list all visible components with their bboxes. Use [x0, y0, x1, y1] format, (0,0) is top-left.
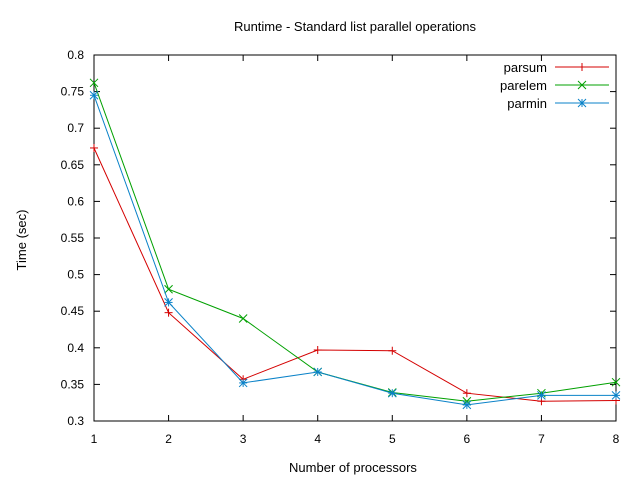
data-point-parmin [313, 367, 323, 377]
data-point-parmin [462, 400, 472, 410]
legend-marker-parsum [578, 63, 586, 71]
y-tick-label: 0.45 [61, 304, 85, 318]
legend-label-parmin: parmin [507, 96, 547, 111]
legend: parsum parelem parmin [500, 60, 609, 111]
y-tick-label: 0.8 [67, 48, 84, 62]
x-tick-label: 8 [613, 432, 620, 446]
data-point-parmin [89, 90, 99, 100]
y-tick-label: 0.3 [67, 414, 84, 428]
data-point-parsum [313, 345, 322, 354]
x-tick-label: 2 [165, 432, 172, 446]
legend-marker-parmin [577, 98, 587, 108]
data-point-parelem [238, 314, 248, 323]
x-tick-label: 3 [240, 432, 247, 446]
y-axis-label: Time (sec) [14, 210, 29, 271]
series-line-parsum [93, 147, 617, 402]
data-point-parmin [164, 298, 173, 307]
x-tick-label: 6 [464, 432, 471, 446]
x-tick-label: 5 [389, 432, 396, 446]
x-axis-label: Number of processors [289, 460, 417, 475]
y-tick-label: 0.75 [61, 85, 85, 99]
series-line-parmin [93, 95, 616, 406]
y-tick-label: 0.65 [61, 158, 85, 172]
legend-label-parelem: parelem [500, 78, 547, 93]
data-point-parmin [238, 378, 248, 388]
x-tick-label: 1 [91, 432, 98, 446]
y-tick-label: 0.4 [67, 341, 84, 355]
y-tick-label: 0.5 [67, 268, 84, 282]
chart-title: Runtime - Standard list parallel operati… [234, 19, 477, 34]
x-tick-label: 4 [314, 432, 321, 446]
y-tick-label: 0.55 [61, 231, 85, 245]
plot-area: 1 2 3 4 5 6 7 8 0.3 0.35 0.4 0.45 0.5 0.55 0.6 0.65 0.7 0… [61, 48, 621, 446]
data-point-parsum [462, 389, 471, 398]
data-point-parmin [387, 388, 397, 398]
data-point-parsum [90, 143, 98, 152]
data-point-parmin [611, 391, 621, 400]
data-point-parelem [89, 78, 99, 88]
data-point-parelem [164, 284, 173, 294]
data-point-parmin [537, 391, 546, 400]
y-tick-label: 0.35 [61, 377, 85, 391]
y-tick-label: 0.7 [67, 121, 84, 135]
data-point-parsum [164, 308, 173, 317]
x-tick-label: 7 [538, 432, 545, 446]
data-point-parsum [388, 346, 397, 355]
legend-label-parsum: parsum [504, 60, 547, 75]
legend-marker-parelem [577, 80, 587, 90]
y-tick-label: 0.6 [67, 194, 84, 208]
data-point-parelem [611, 377, 621, 387]
